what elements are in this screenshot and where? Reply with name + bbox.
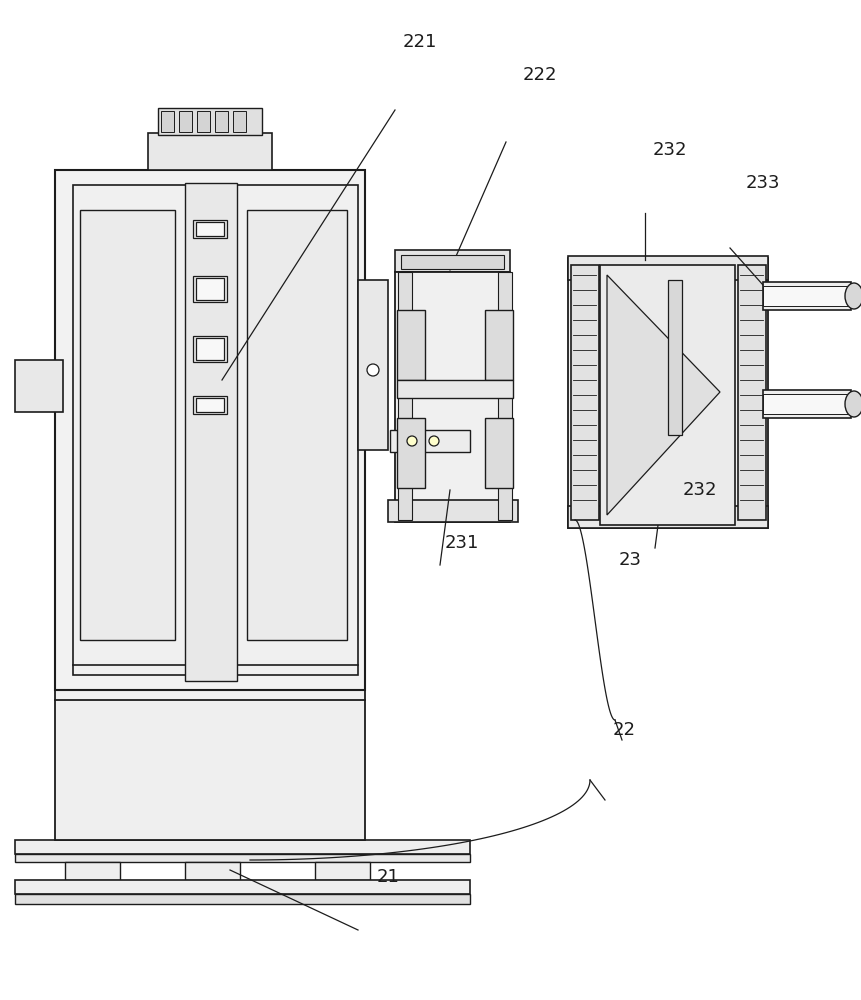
Bar [395, 272, 510, 522]
Text: 221: 221 [403, 33, 437, 51]
Text: 231: 231 [445, 534, 480, 552]
Bar [485, 418, 513, 488]
Text: 222: 222 [523, 66, 557, 84]
Text: 22: 22 [612, 721, 635, 739]
Polygon shape [607, 275, 720, 515]
Bar [193, 396, 227, 414]
Bar [498, 272, 512, 520]
Bar [73, 185, 358, 675]
Bar [55, 170, 365, 690]
Bar [197, 111, 210, 132]
Bar [193, 276, 227, 302]
Bar [15, 360, 63, 412]
Text: 23: 23 [618, 551, 641, 569]
Bar [15, 880, 470, 894]
Bar [179, 111, 192, 132]
Bar [401, 255, 504, 269]
Bar [388, 500, 518, 522]
Bar [185, 862, 240, 880]
Bar [196, 398, 224, 412]
Bar [65, 862, 120, 880]
Bar [763, 390, 851, 418]
Bar [193, 336, 227, 362]
Bar [568, 506, 768, 528]
Bar [196, 278, 224, 300]
Bar [247, 210, 347, 640]
Bar [358, 280, 388, 450]
Bar [15, 894, 470, 904]
Bar [398, 272, 412, 520]
Bar [390, 430, 470, 452]
Bar [158, 108, 262, 135]
Bar [763, 394, 849, 414]
Circle shape [367, 364, 379, 376]
Circle shape [429, 436, 439, 446]
Bar [196, 222, 224, 236]
Bar [568, 258, 768, 528]
Bar [185, 183, 237, 681]
Bar [193, 220, 227, 238]
Bar [397, 418, 425, 488]
Bar [15, 840, 470, 854]
Bar [233, 111, 246, 132]
Bar [485, 310, 513, 380]
Circle shape [407, 436, 417, 446]
Bar [397, 380, 513, 398]
Bar [215, 111, 228, 132]
Bar [315, 862, 370, 880]
Bar [571, 265, 599, 520]
Bar [763, 282, 851, 310]
Text: 232: 232 [653, 141, 687, 159]
Bar [763, 286, 849, 306]
Text: 233: 233 [746, 174, 780, 192]
Bar [80, 210, 175, 640]
Bar [397, 310, 425, 380]
Bar [738, 265, 766, 520]
Bar [568, 256, 768, 280]
Bar [55, 690, 365, 840]
Bar [196, 338, 224, 360]
Bar [668, 280, 682, 435]
Text: 21: 21 [376, 868, 400, 886]
Ellipse shape [845, 283, 861, 309]
Ellipse shape [845, 391, 861, 417]
Polygon shape [600, 265, 735, 525]
Text: 232: 232 [683, 481, 717, 499]
Bar [148, 133, 272, 170]
Bar [15, 854, 470, 862]
Bar [395, 250, 510, 272]
Bar [161, 111, 174, 132]
